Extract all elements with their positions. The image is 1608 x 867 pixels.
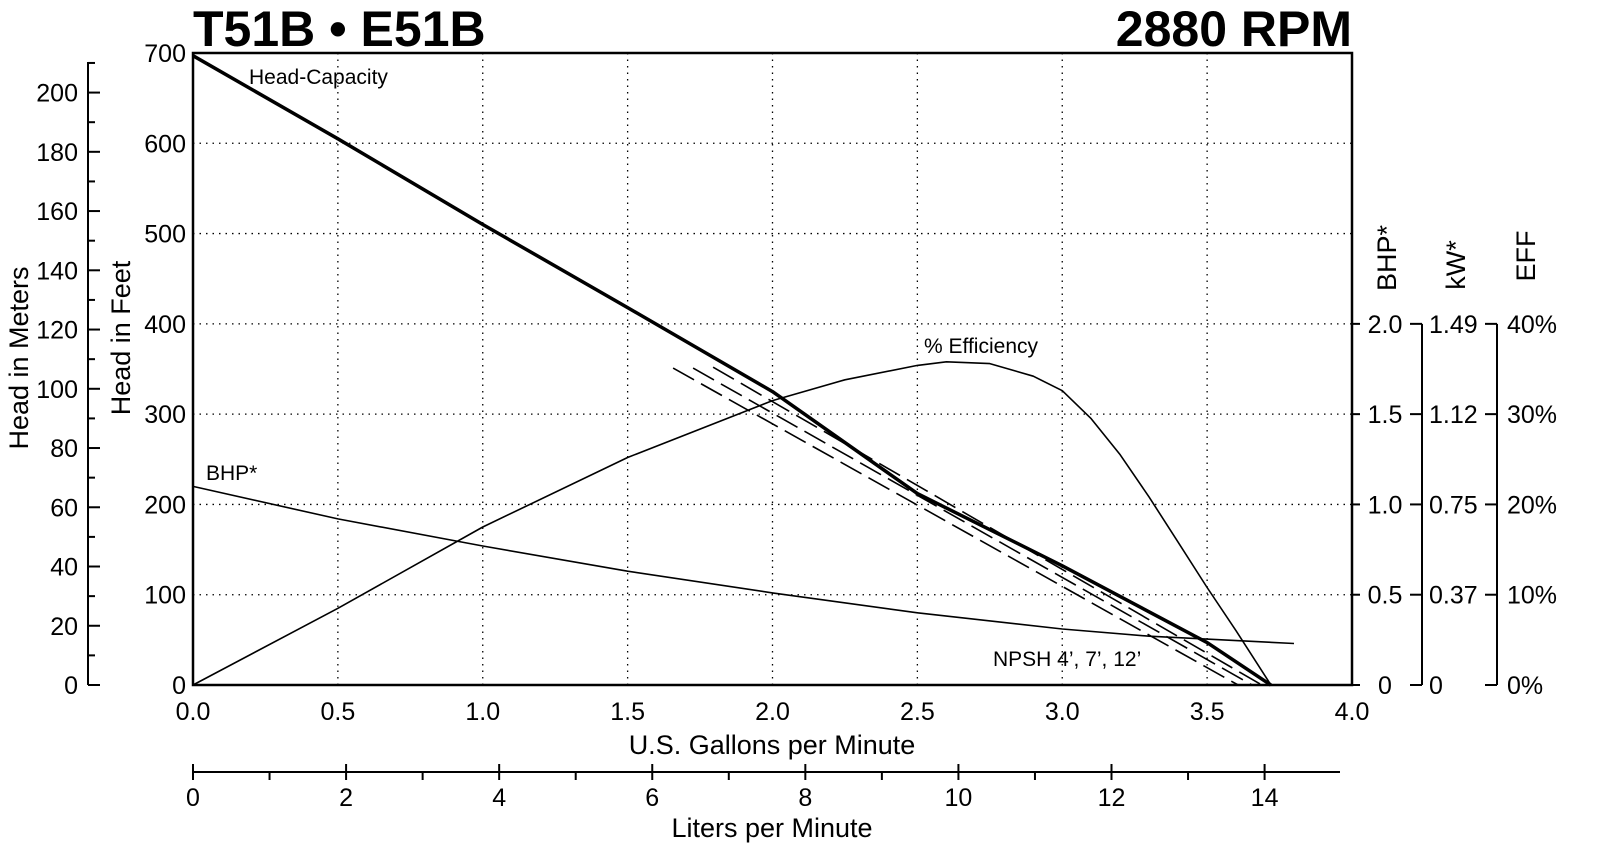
x2-tick-label: 4 [492, 784, 506, 812]
y2-tick-label: 180 [36, 139, 78, 167]
y2-tick-label: 160 [36, 198, 78, 226]
curve [192, 54, 1272, 687]
y2-tick-label: 60 [50, 494, 78, 522]
x-tick-label: 0.0 [176, 698, 211, 726]
x-tick-label: 2.5 [900, 698, 935, 726]
y2-tick-label: 200 [36, 80, 78, 108]
y-tick-label: 500 [144, 221, 186, 249]
x-tick-label: 1.0 [465, 698, 500, 726]
bhp-tick-label: 1.0 [1368, 491, 1403, 519]
y2-axis-title: Head in Meters [4, 266, 34, 449]
annotation: Head-Capacity [249, 66, 388, 89]
kw-tick-label: 0.75 [1429, 491, 1478, 519]
eff-tick-label: 30% [1507, 401, 1557, 429]
kw-axis-title: kW* [1441, 240, 1471, 290]
x2-tick-label: 2 [339, 784, 353, 812]
eff-axis-title: EFF [1511, 231, 1541, 282]
npsh-line [692, 367, 1253, 686]
bhp-axis-title: BHP* [1372, 224, 1402, 291]
bhp-tick-label: 0 [1378, 672, 1392, 700]
npsh-line [672, 367, 1239, 686]
eff-tick-label: 10% [1507, 582, 1557, 610]
y2-tick-label: 40 [50, 554, 78, 582]
x2-tick-label: 0 [186, 784, 200, 812]
y-tick-label: 400 [144, 311, 186, 339]
y2-tick-label: 140 [36, 257, 78, 285]
npsh-line [712, 366, 1263, 686]
x-axis-title: U.S. Gallons per Minute [629, 730, 916, 760]
x2-tick-label: 10 [945, 784, 973, 812]
x2-tick-label: 8 [798, 784, 812, 812]
y2-tick-label: 80 [50, 435, 78, 463]
y-tick-label: 600 [144, 130, 186, 158]
x2-axis-title: Liters per Minute [671, 813, 872, 843]
x-tick-label: 1.5 [610, 698, 645, 726]
eff-tick-label: 0% [1507, 672, 1543, 700]
y-tick-label: 0 [172, 672, 186, 700]
x-tick-label: 4.0 [1335, 698, 1370, 726]
bhp-tick-label: 2.0 [1368, 311, 1403, 339]
y-tick-label: 100 [144, 582, 186, 610]
y-axis-title: Head in Feet [106, 260, 136, 415]
chart-title: T51B • E51B [193, 1, 486, 57]
x-tick-label: 3.0 [1045, 698, 1080, 726]
bhp-tick-label: 1.5 [1368, 401, 1403, 429]
annotation: % Efficiency [924, 335, 1038, 358]
x2-tick-label: 6 [645, 784, 659, 812]
x-tick-label: 0.5 [320, 698, 355, 726]
kw-tick-label: 1.49 [1429, 311, 1478, 339]
y-tick-label: 200 [144, 491, 186, 519]
y2-tick-label: 120 [36, 317, 78, 345]
x2-tick-label: 14 [1251, 784, 1279, 812]
y2-tick-label: 100 [36, 376, 78, 404]
x-tick-label: 2.0 [755, 698, 790, 726]
kw-tick-label: 1.12 [1429, 401, 1478, 429]
y2-tick-label: 0 [64, 672, 78, 700]
curve [192, 361, 1272, 686]
plot-frame [191, 51, 1354, 687]
y-tick-label: 700 [144, 40, 186, 68]
chart-subtitle: 2880 RPM [1116, 1, 1352, 57]
bhp-tick-label: 0.5 [1368, 582, 1403, 610]
y-tick-label: 300 [144, 401, 186, 429]
eff-tick-label: 20% [1507, 491, 1557, 519]
x-tick-label: 3.5 [1190, 698, 1225, 726]
eff-tick-label: 40% [1507, 311, 1557, 339]
kw-tick-label: 0.37 [1429, 582, 1478, 610]
kw-tick-label: 0 [1429, 672, 1443, 700]
curve [192, 485, 1295, 645]
annotation: NPSH 4’, 7’, 12’ [993, 648, 1141, 671]
y2-tick-label: 20 [50, 613, 78, 641]
annotation: BHP* [206, 462, 257, 485]
x2-tick-label: 12 [1098, 784, 1126, 812]
